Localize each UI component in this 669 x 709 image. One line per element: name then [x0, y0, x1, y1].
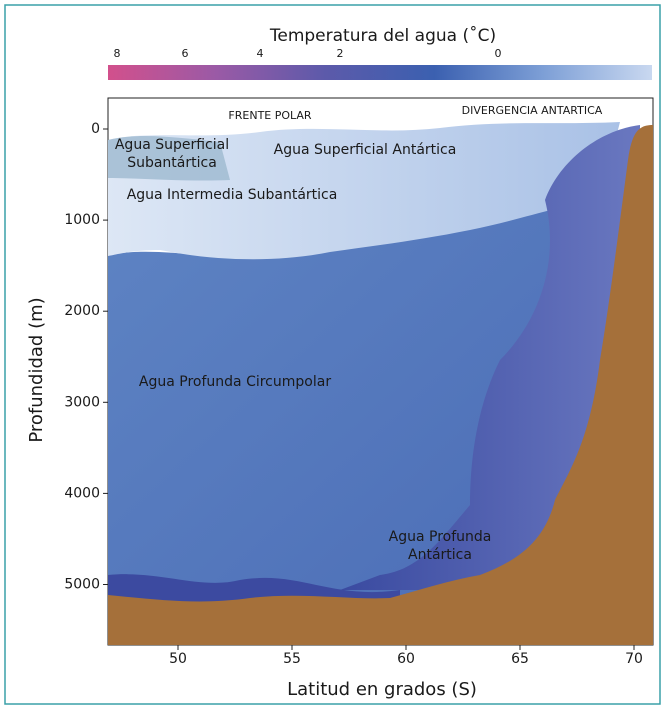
y-tick-label: 4000	[64, 485, 100, 501]
colorbar-tick-label: 4	[257, 47, 264, 60]
label: Subantártica	[127, 155, 217, 171]
colorbar-title: Temperatura del agua (˚C)	[269, 25, 496, 46]
label: DIVERGENCIA ANTARTICA	[462, 104, 603, 117]
y-tick-label: 1000	[64, 212, 100, 228]
label: Agua Profunda	[389, 529, 492, 545]
x-tick-label: 50	[169, 651, 187, 667]
y-tick-label: 3000	[64, 394, 100, 410]
x-tick-label: 65	[511, 651, 529, 667]
label: FRENTE POLAR	[228, 109, 312, 122]
colorbar-tick-label: 6	[182, 47, 189, 60]
colorbar	[108, 65, 652, 80]
colorbar-tick-label: 8	[114, 47, 121, 60]
label: Agua Superficial Antártica	[274, 142, 457, 158]
label: Agua Superficial	[115, 137, 229, 153]
colorbar-tick-label: 0	[495, 47, 502, 60]
x-tick-label: 55	[283, 651, 301, 667]
y-tick-label: 2000	[64, 303, 100, 319]
label: Antártica	[408, 547, 472, 563]
x-axis-label: Latitud en grados (S)	[287, 679, 477, 700]
colorbar-tick-label: 2	[337, 47, 344, 60]
y-tick-label: 5000	[64, 577, 100, 593]
y-tick-label: 0	[91, 121, 100, 137]
label: Agua Profunda Circumpolar	[139, 374, 331, 390]
diagram: Temperatura del agua (˚C) FRENTE POLAR D…	[0, 0, 669, 709]
x-tick-label: 60	[397, 651, 415, 667]
plot-area	[108, 98, 653, 645]
label: Agua Intermedia Subantártica	[127, 187, 338, 203]
x-tick-label: 70	[625, 651, 643, 667]
y-axis-label: Profundidad (m)	[26, 297, 47, 442]
